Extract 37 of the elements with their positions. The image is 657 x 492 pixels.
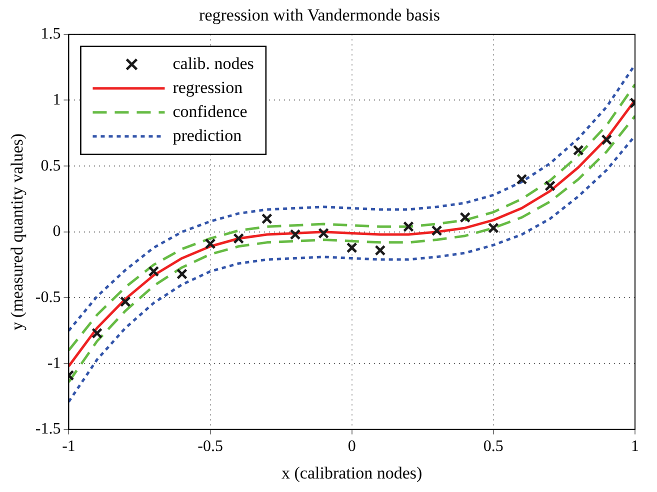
point	[204, 238, 216, 250]
point	[488, 222, 499, 234]
point	[148, 266, 160, 277]
legend-label: calib. nodes	[172, 54, 254, 73]
point	[261, 213, 272, 224]
legend-label: regression	[172, 78, 244, 97]
point	[431, 225, 442, 236]
y-tick-label: 0.5	[40, 157, 61, 174]
y-tick-label: -0.5	[35, 288, 61, 306]
point	[572, 144, 584, 156]
point	[346, 242, 358, 254]
point	[233, 232, 244, 244]
y-tick-label: -1.5	[35, 420, 61, 438]
point	[601, 134, 612, 146]
legend-label: prediction	[172, 126, 242, 145]
x-tick-label: 0	[348, 438, 356, 456]
point	[460, 212, 471, 223]
y-tick-label: -1	[47, 354, 61, 372]
x-tick-label: -0.5	[198, 438, 223, 456]
point	[516, 174, 528, 185]
chart-title: regression with Vandermonde basis	[199, 6, 440, 25]
point	[290, 229, 301, 240]
point	[403, 221, 414, 232]
point	[318, 228, 330, 239]
y-tick-label: 1	[52, 91, 61, 108]
y-tick-label: 0	[52, 223, 61, 240]
x-tick-label: 1	[631, 438, 639, 456]
x-tick-label: 0.5	[483, 438, 504, 456]
legend-label: confidence	[172, 102, 248, 121]
x-axis-title: x (calibration nodes)	[282, 463, 422, 482]
point	[374, 244, 386, 256]
point	[176, 268, 188, 280]
y-axis-title: y (measured quantity values)	[8, 133, 27, 330]
y-tick-label: 1.5	[40, 26, 61, 43]
point	[120, 296, 131, 308]
point	[544, 180, 556, 192]
point	[92, 328, 103, 339]
